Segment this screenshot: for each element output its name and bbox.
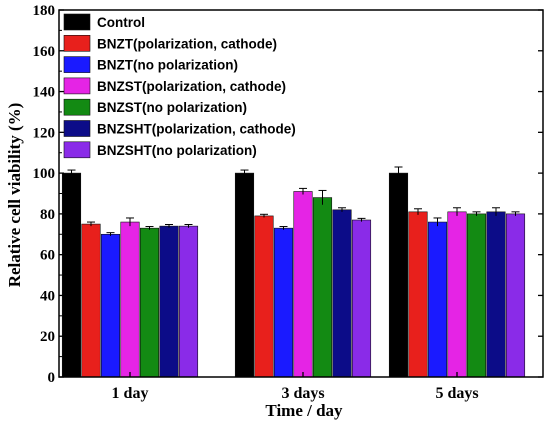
- legend-label-6: BNZSHT(no polarization): [97, 143, 257, 158]
- bar-4-0: [139, 227, 160, 378]
- bar-4-1: [312, 197, 333, 378]
- bar-6-1: [351, 219, 372, 378]
- bar-3-0: [120, 221, 140, 378]
- y-tick-label-100: 100: [33, 166, 56, 182]
- bars-layer: [61, 166, 526, 378]
- y-axis-title: Relative cell viability (%): [5, 103, 24, 288]
- legend-label-5: BNZSHT(polarization, cathode): [97, 122, 296, 137]
- bar-6-0: [178, 225, 199, 378]
- legend-swatch-3: [63, 77, 91, 95]
- x-tick-label-0: 1 day: [112, 385, 149, 402]
- legend-swatch-1: [63, 34, 91, 52]
- x-tick-label-2: 5 days: [435, 385, 478, 402]
- bar-2-1: [273, 227, 294, 378]
- bar-1-0: [81, 223, 101, 378]
- legend-swatch-6: [63, 141, 91, 159]
- bar-3-1: [293, 191, 313, 378]
- y-tick-label-20: 20: [40, 329, 55, 345]
- bar-1-2: [408, 211, 428, 378]
- bar-5-2: [486, 211, 506, 378]
- legend-swatch-5: [63, 120, 91, 137]
- axes-layer: 0 20 40 60 80 100 120 140 160 180 1 day 3 days 5 day…: [33, 3, 544, 402]
- bar-0-0: [61, 172, 82, 378]
- bar-2-2: [427, 221, 448, 378]
- y-tick-label-40: 40: [40, 288, 55, 304]
- legend-label-4: BNZST(no polarization): [97, 100, 247, 115]
- bar-0-2: [388, 172, 409, 378]
- x-axis-title: Time / day: [265, 401, 343, 420]
- x-tick-label-1: 3 days: [281, 385, 324, 402]
- y-tick-label-60: 60: [40, 248, 55, 264]
- legend: Control BNZT(polarization, cathode) BNZT(n…: [63, 13, 296, 159]
- y-tick-label-0: 0: [48, 370, 56, 386]
- legend-swatch-0: [63, 13, 91, 31]
- legend-label-2: BNZT(no polarization): [97, 58, 238, 73]
- bar-4-2: [466, 213, 487, 378]
- y-tick-label-80: 80: [40, 207, 55, 223]
- legend-label-3: BNZST(polarization, cathode): [97, 79, 286, 94]
- y-tick-label-140: 140: [33, 85, 56, 101]
- bar-0-1: [234, 172, 255, 378]
- bar-2-0: [100, 233, 121, 378]
- bar-3-2: [447, 211, 467, 378]
- legend-label-1: BNZT(polarization, cathode): [97, 36, 277, 51]
- bar-6-2: [505, 213, 526, 378]
- bar-1-1: [254, 215, 274, 378]
- legend-swatch-2: [63, 56, 91, 73]
- y-tick-label-120: 120: [33, 125, 56, 141]
- y-tick-label-180: 180: [33, 3, 56, 19]
- legend-swatch-4: [63, 98, 91, 116]
- bar-5-1: [332, 209, 352, 378]
- y-tick-label-160: 160: [33, 44, 56, 60]
- bar-5-0: [159, 225, 179, 378]
- legend-label-0: Control: [97, 15, 145, 30]
